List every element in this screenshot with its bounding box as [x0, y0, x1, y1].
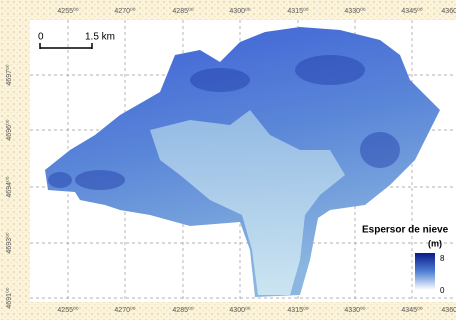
map-view: 0 1.5 km Espersor de nieve (m) 8 0 4255⁰…: [0, 0, 456, 320]
top-label: 4345⁰⁰: [401, 7, 422, 15]
left-label: 4694⁰⁰: [5, 176, 13, 197]
top-label: 4315⁰⁰: [287, 7, 308, 15]
bottom-label: 4360⁰⁰: [441, 306, 456, 314]
left-label: 4696⁰⁰: [5, 119, 13, 140]
bottom-label: 4300⁰⁰: [229, 306, 250, 314]
bottom-label: 4330⁰⁰: [344, 306, 365, 314]
top-label: 4270⁰⁰: [114, 7, 135, 15]
top-label: 4255⁰⁰: [57, 7, 78, 15]
legend-max: 8: [440, 254, 445, 263]
left-label: 4693⁰⁰: [5, 232, 13, 253]
bottom-label: 4285⁰⁰: [172, 306, 193, 314]
scale-end: 1.5 km: [85, 32, 115, 43]
left-label: 4691⁰⁰: [5, 287, 13, 308]
top-label: 4285⁰⁰: [172, 7, 193, 15]
legend-title: Espersor de nieve: [362, 225, 449, 236]
legend-ramp: [415, 253, 435, 290]
legend-unit: (m): [428, 238, 442, 248]
top-label: 4330⁰⁰: [344, 7, 365, 15]
left-label: 4697⁰⁰: [5, 64, 13, 85]
top-label: 4300⁰⁰: [229, 7, 250, 15]
bottom-label: 4255⁰⁰: [57, 306, 78, 314]
bottom-label: 4345⁰⁰: [401, 306, 422, 314]
bottom-label: 4270⁰⁰: [114, 306, 135, 314]
bottom-label: 4315⁰⁰: [287, 306, 308, 314]
scale-start: 0: [38, 32, 44, 43]
top-label: 4360⁰⁰: [441, 7, 456, 15]
legend-min: 0: [440, 286, 445, 295]
